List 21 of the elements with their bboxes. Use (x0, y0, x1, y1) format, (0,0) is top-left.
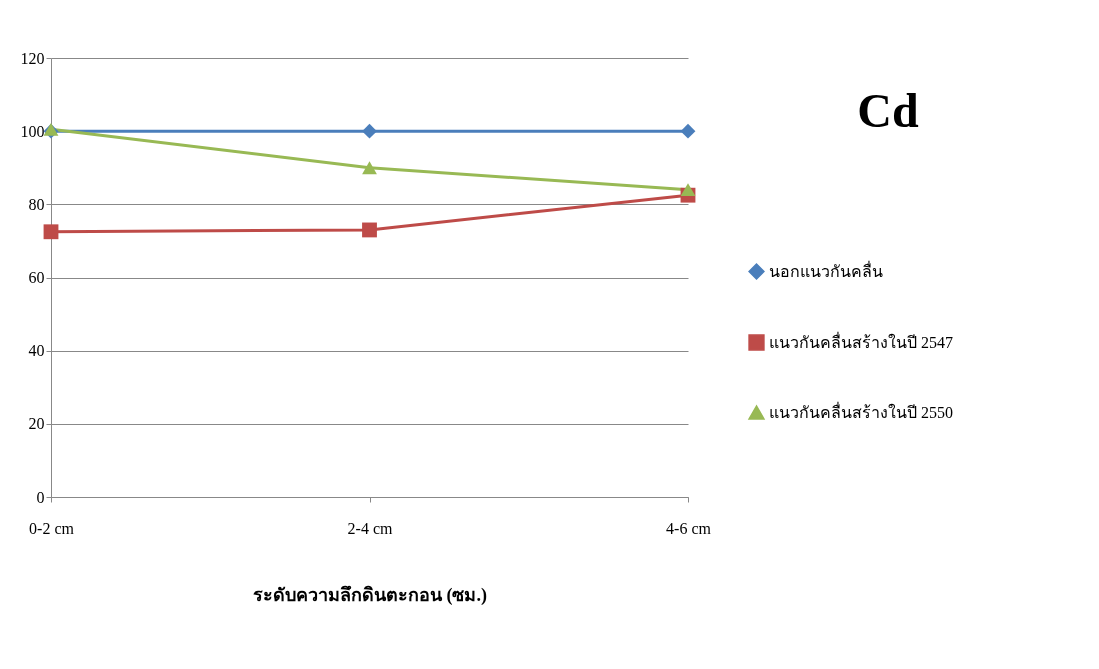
y-tick-label: 0 (36, 488, 45, 506)
y-tick-label: 40 (28, 342, 45, 360)
text: Cd (857, 84, 919, 137)
point (680, 123, 696, 139)
x-tick-label: 2-4 cm (347, 519, 393, 537)
y-tick-label: 60 (28, 269, 45, 286)
y-tick-label: 120 (20, 49, 45, 67)
x-axis-title: ระดับความลึกดินตะกอน (ซม.) (253, 584, 487, 606)
point (680, 183, 696, 197)
x-tick-label: 4-6 cm (666, 519, 712, 537)
y-tick-label: 100 (20, 122, 45, 140)
point (362, 123, 377, 139)
legend-label: แนวกันคลื่นสร้างในปี 2550 (769, 400, 953, 421)
point (43, 224, 59, 240)
point (362, 161, 377, 175)
legend-label: แนวกันคลื่นสร้างในปี 2547 (769, 330, 953, 351)
legend-label: นอกแนวกันคลื่น (769, 259, 883, 280)
y-tick-label: 20 (28, 415, 45, 433)
point (362, 222, 377, 238)
x-tick-label: 0-2 cm (29, 519, 75, 537)
y-tick-label: 80 (28, 195, 45, 213)
